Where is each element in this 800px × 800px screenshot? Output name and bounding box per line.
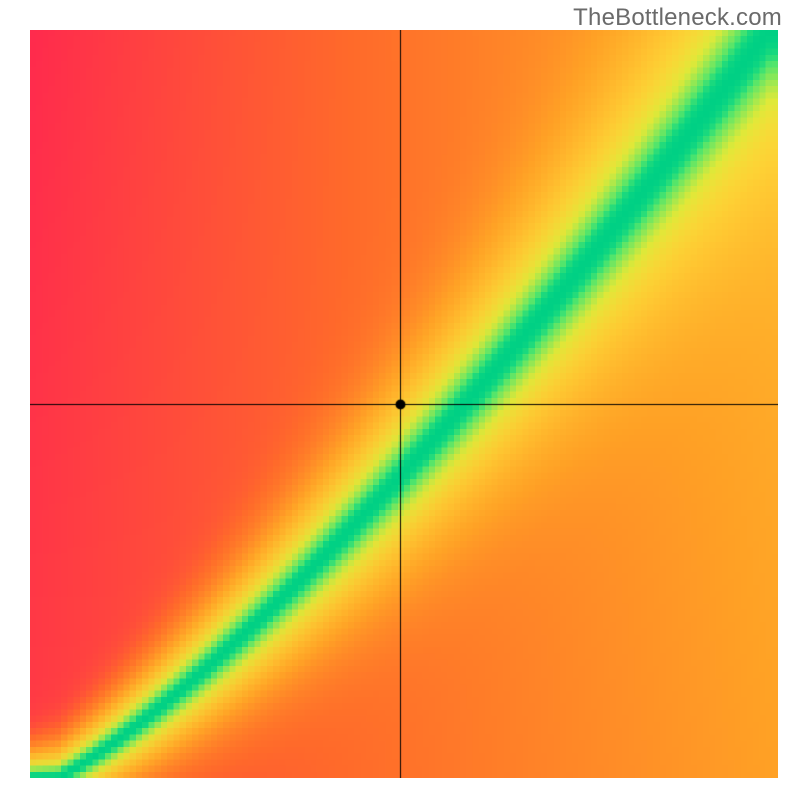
watermark-text: TheBottleneck.com: [573, 4, 782, 32]
crosshair-overlay: [30, 30, 778, 778]
chart-container: TheBottleneck.com: [0, 0, 800, 800]
